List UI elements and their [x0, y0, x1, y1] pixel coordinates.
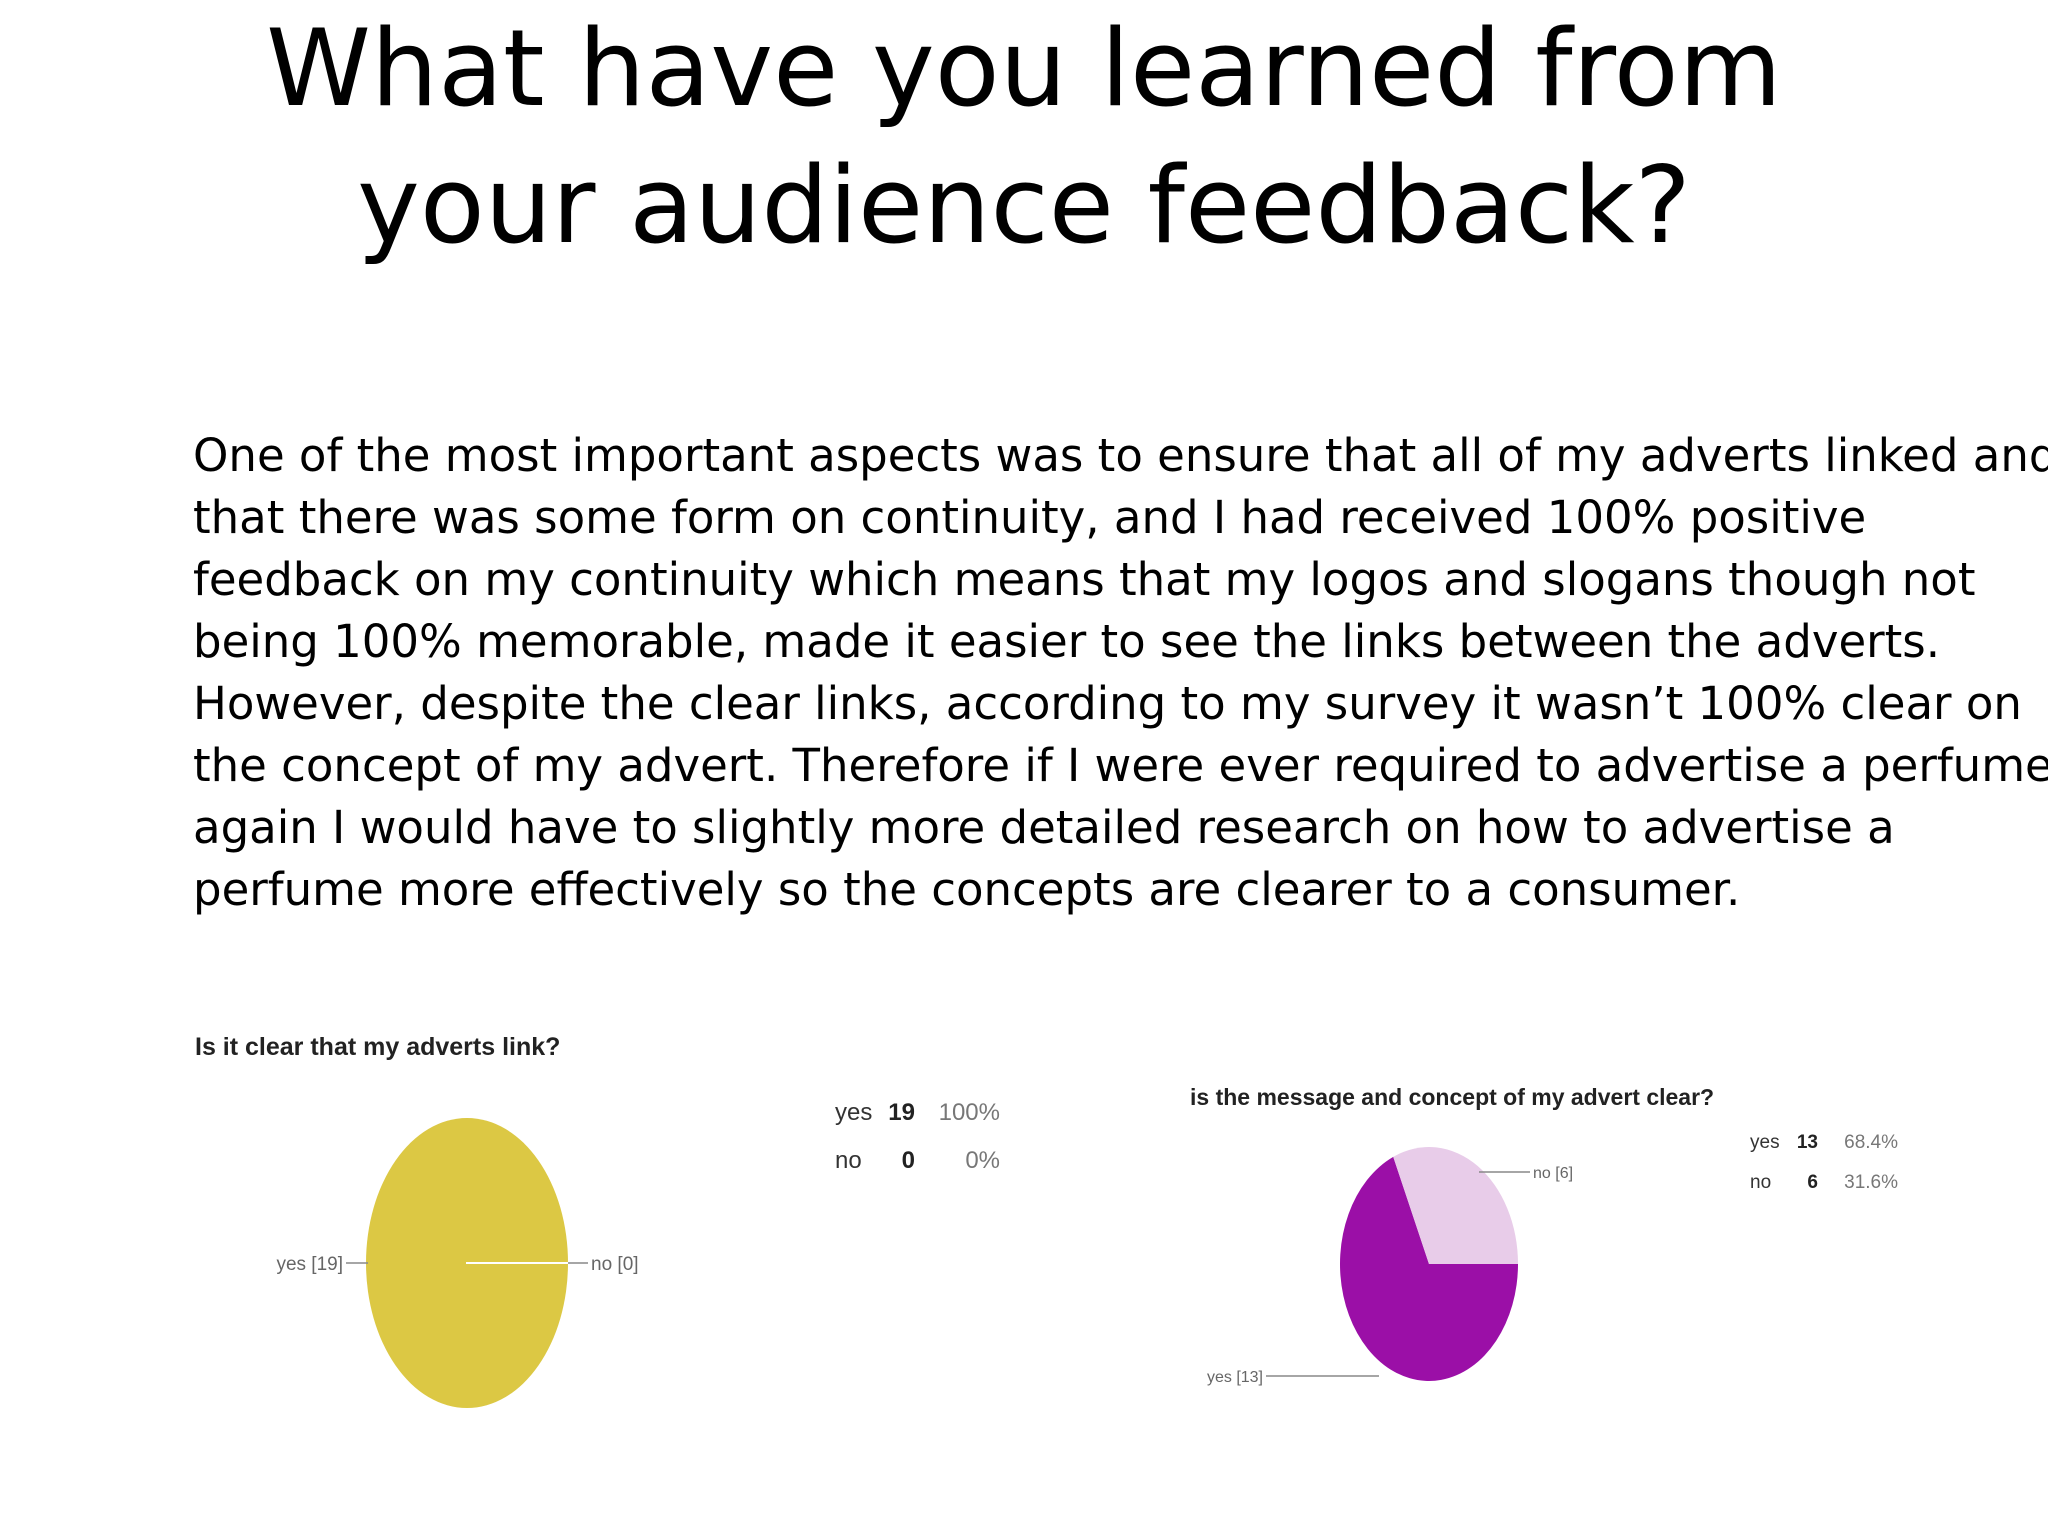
table-percent: 100%	[939, 1099, 1000, 1126]
body-line: the concept of my advert. Therefore if I…	[193, 739, 2048, 792]
pie-chart-adverts-link: Is it clear that my adverts link? yes [1…	[195, 1033, 1000, 1408]
body-line: that there was some form on continuity, …	[193, 491, 1867, 544]
body-line: perfume more effectively so the concepts…	[193, 863, 1741, 916]
table-count: 19	[888, 1099, 915, 1126]
table-label: no	[835, 1147, 862, 1174]
body-line: being 100% memorable, made it easier to …	[193, 615, 1941, 668]
table-label: yes	[835, 1099, 872, 1126]
slide-title: What have you learned from your audience…	[266, 7, 1782, 267]
chart-title: is the message and concept of my advert …	[1190, 1084, 1714, 1110]
table-percent: 0%	[965, 1147, 1000, 1174]
summary-table: yes 13 68.4% no 6 31.6%	[1750, 1132, 1898, 1193]
table-percent: 31.6%	[1844, 1172, 1898, 1193]
table-count: 6	[1807, 1172, 1818, 1193]
table-count: 0	[902, 1147, 915, 1174]
table-count: 13	[1797, 1132, 1818, 1153]
slice-label-no: no [0]	[591, 1254, 639, 1275]
slide-body-text: One of the most important aspects was to…	[193, 425, 2048, 921]
chart-title: Is it clear that my adverts link?	[195, 1033, 560, 1061]
slice-label-yes: yes [13]	[1207, 1369, 1263, 1386]
summary-table: yes 19 100% no 0 0%	[835, 1099, 1000, 1174]
pie-slice-yes	[1340, 1156, 1518, 1381]
table-label: yes	[1750, 1132, 1780, 1153]
body-line: One of the most important aspects was to…	[193, 429, 2048, 482]
pie-chart-message-clear: is the message and concept of my advert …	[1190, 1084, 1898, 1386]
pie-group	[1340, 1147, 1518, 1381]
body-line: However, despite the clear links, accord…	[193, 677, 2022, 730]
pie-slice-no	[1393, 1147, 1518, 1264]
table-label: no	[1750, 1172, 1771, 1193]
body-line: feedback on my continuity which means th…	[193, 553, 1976, 606]
slice-label-no: no [6]	[1533, 1165, 1573, 1182]
slice-label-yes: yes [19]	[276, 1254, 343, 1275]
table-percent: 68.4%	[1844, 1132, 1898, 1153]
body-line: again I would have to slightly more deta…	[193, 801, 1895, 854]
